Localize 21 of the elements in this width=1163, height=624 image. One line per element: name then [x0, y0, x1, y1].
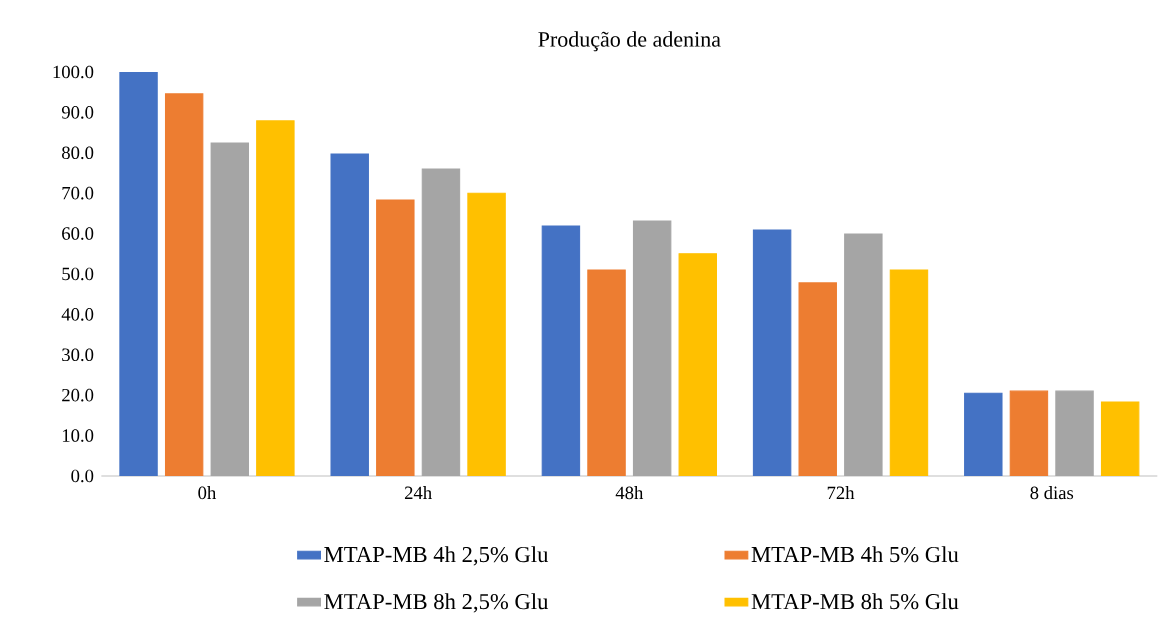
x-tick-label: 0h	[198, 486, 217, 500]
y-tick-label: 30.0	[62, 348, 94, 362]
x-tick-label: 24h	[404, 486, 432, 499]
y-tick-label: 10.0	[62, 429, 94, 442]
y-tick-label: 50.0	[62, 267, 94, 281]
x-tick-label: 48h	[615, 486, 644, 500]
y-tick-label: 100.0	[53, 65, 94, 79]
legend-label: MTAP-MB 4h 2,5% Glu	[324, 546, 549, 566]
legend-label: MTAP-MB 4h 5% Glu	[751, 546, 959, 563]
y-tick-label: 40.0	[61, 308, 94, 321]
x-tick-label: 72h	[827, 486, 855, 499]
x-tick-label: 8 dias	[1030, 486, 1074, 500]
chart-title: Produção de adenina	[538, 31, 721, 52]
legend-label: MTAP-MB 8h 5% Glu	[751, 593, 959, 610]
y-tick-label: 70.0	[62, 186, 94, 200]
y-tick-label: 80.0	[62, 146, 94, 160]
y-tick-label: 20.0	[62, 388, 94, 402]
y-tick-label: 60.0	[62, 227, 94, 240]
legend-label: MTAP-MB 8h 2,5% Glu	[324, 593, 549, 613]
y-tick-label: 0.0	[71, 469, 94, 483]
y-tick-label: 90.0	[61, 106, 94, 119]
